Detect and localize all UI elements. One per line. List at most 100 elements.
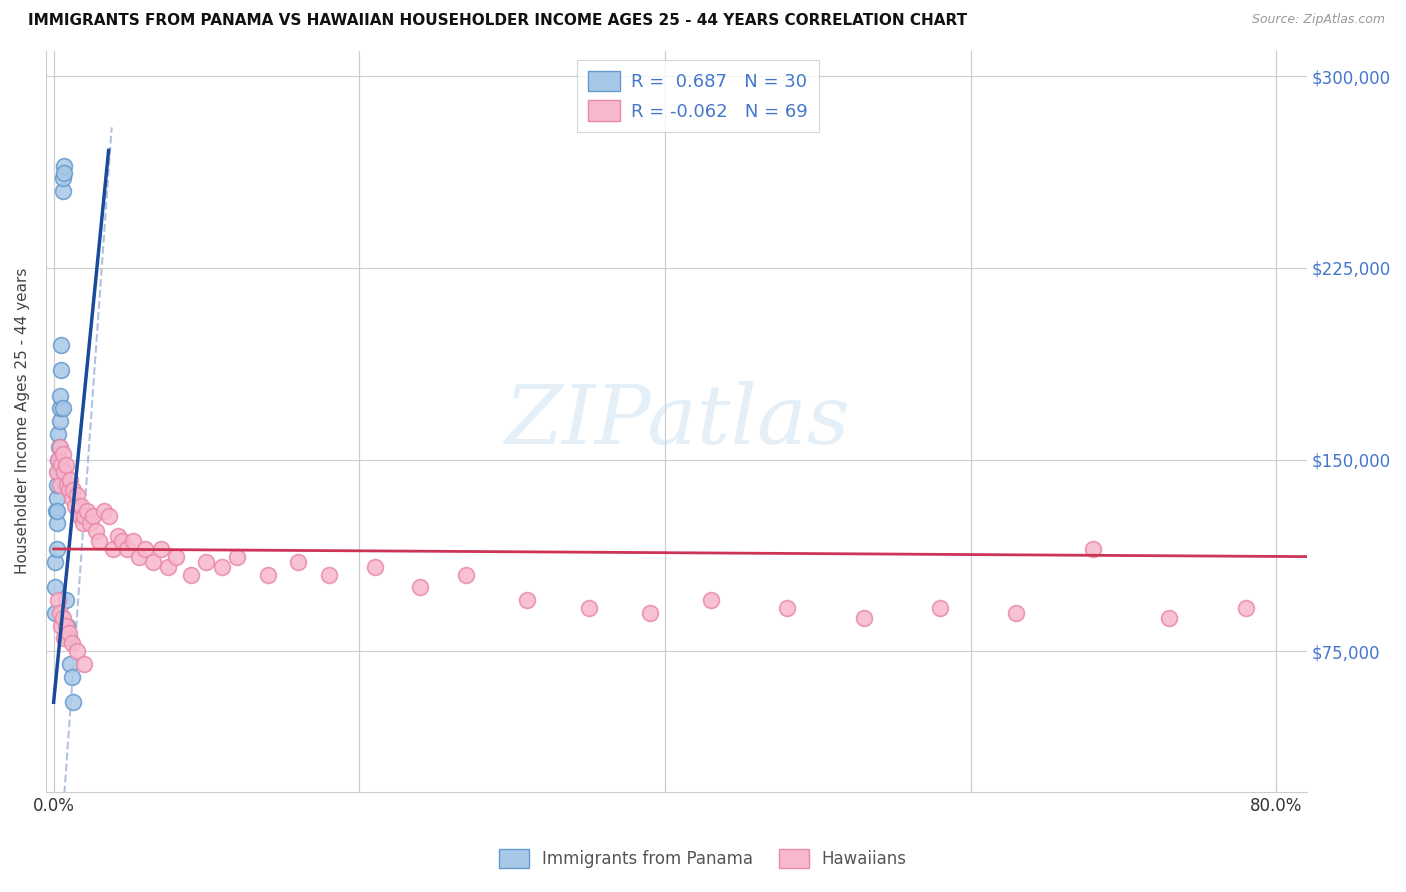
Point [70,499,93,513]
Point [59,657,82,671]
Point [53,166,76,180]
Point [56,478,79,492]
Point [1159,611,1181,625]
Point [115,541,138,556]
Point [53,465,76,479]
Point [51,363,73,377]
Point [578,600,600,615]
Point [62,483,84,498]
Point [852,611,875,625]
Point [73,657,96,671]
Point [45,465,67,479]
Point [142,555,165,569]
Point [226,549,249,564]
Text: Source: ZipAtlas.com: Source: ZipAtlas.com [1251,13,1385,27]
Point [46,593,69,607]
Point [111,534,134,549]
Point [76,503,98,517]
Point [45,541,67,556]
Point [638,606,661,620]
Point [73,508,96,523]
Point [56,618,79,632]
Point [72,516,94,531]
Point [1081,541,1104,556]
Point [48,440,70,454]
Point [60,491,83,505]
Point [52,171,75,186]
Point [55,618,77,632]
Point [69,508,91,523]
Point [48,606,70,620]
Point [51,618,73,632]
Point [211,559,233,574]
Point [46,452,69,467]
Point [456,567,478,582]
Point [48,414,70,428]
Point [65,644,87,658]
Point [52,401,75,416]
Point [48,401,70,416]
Point [409,580,432,594]
Point [1005,606,1028,620]
Point [48,440,70,454]
Point [58,626,80,640]
Point [63,499,86,513]
Text: ZIPatlas: ZIPatlas [503,381,849,461]
Text: IMMIGRANTS FROM PANAMA VS HAWAIIAN HOUSEHOLDER INCOME AGES 25 - 44 YEARS CORRELA: IMMIGRANTS FROM PANAMA VS HAWAIIAN HOUSE… [28,13,967,29]
Point [44,580,66,594]
Point [134,541,156,556]
Point [180,567,202,582]
Point [48,478,70,492]
Point [776,600,799,615]
Point [52,447,75,461]
Point [51,458,73,472]
Point [82,508,104,523]
Point [107,529,129,543]
Point [45,491,67,505]
Point [45,503,67,517]
Point [48,389,70,403]
Point [44,606,66,620]
Point [318,567,340,582]
Point [46,465,69,479]
Point [363,559,385,574]
Point [1234,600,1257,615]
Point [60,670,83,684]
Point [52,184,75,198]
Point [700,593,723,607]
Point [149,541,172,556]
Point [929,600,952,615]
Point [103,541,125,556]
Point [58,632,80,646]
Point [165,549,187,564]
Point [55,593,77,607]
Y-axis label: Householder Income Ages 25 - 44 years: Householder Income Ages 25 - 44 years [15,268,30,574]
Point [51,337,73,351]
Point [58,483,80,498]
Point [46,503,69,517]
Point [195,555,218,569]
Point [128,549,150,564]
Point [287,555,309,569]
Point [60,636,83,650]
Point [44,555,66,569]
Point [48,452,70,467]
Point [55,458,77,472]
Point [46,478,69,492]
Legend: Immigrants from Panama, Hawaiians: Immigrants from Panama, Hawaiians [492,842,914,875]
Point [256,567,278,582]
Point [89,534,111,549]
Point [65,488,87,502]
Point [53,159,76,173]
Point [86,524,108,538]
Point [53,632,76,646]
Point [45,516,67,531]
Point [79,516,101,531]
Point [122,534,145,549]
Point [59,473,82,487]
Point [52,611,75,625]
Point [157,559,180,574]
Legend: R =  0.687   N = 30, R = -0.062   N = 69: R = 0.687 N = 30, R = -0.062 N = 69 [576,60,818,132]
Point [516,593,538,607]
Point [46,427,69,442]
